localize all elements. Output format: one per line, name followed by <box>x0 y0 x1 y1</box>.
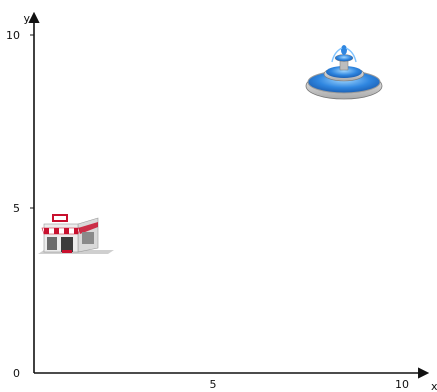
x-axis-label: x <box>431 380 437 392</box>
x-tick-label-10: 10 <box>395 378 409 391</box>
y-tick-label-10: 10 <box>6 29 20 42</box>
y-tick-label-5: 5 <box>13 202 20 215</box>
shop-icon <box>38 214 114 254</box>
y-axis-label: y <box>23 12 30 25</box>
fountain-icon <box>305 45 383 100</box>
y-tick-label-0: 0 <box>13 367 20 380</box>
x-tick-label-5: 5 <box>210 378 217 391</box>
